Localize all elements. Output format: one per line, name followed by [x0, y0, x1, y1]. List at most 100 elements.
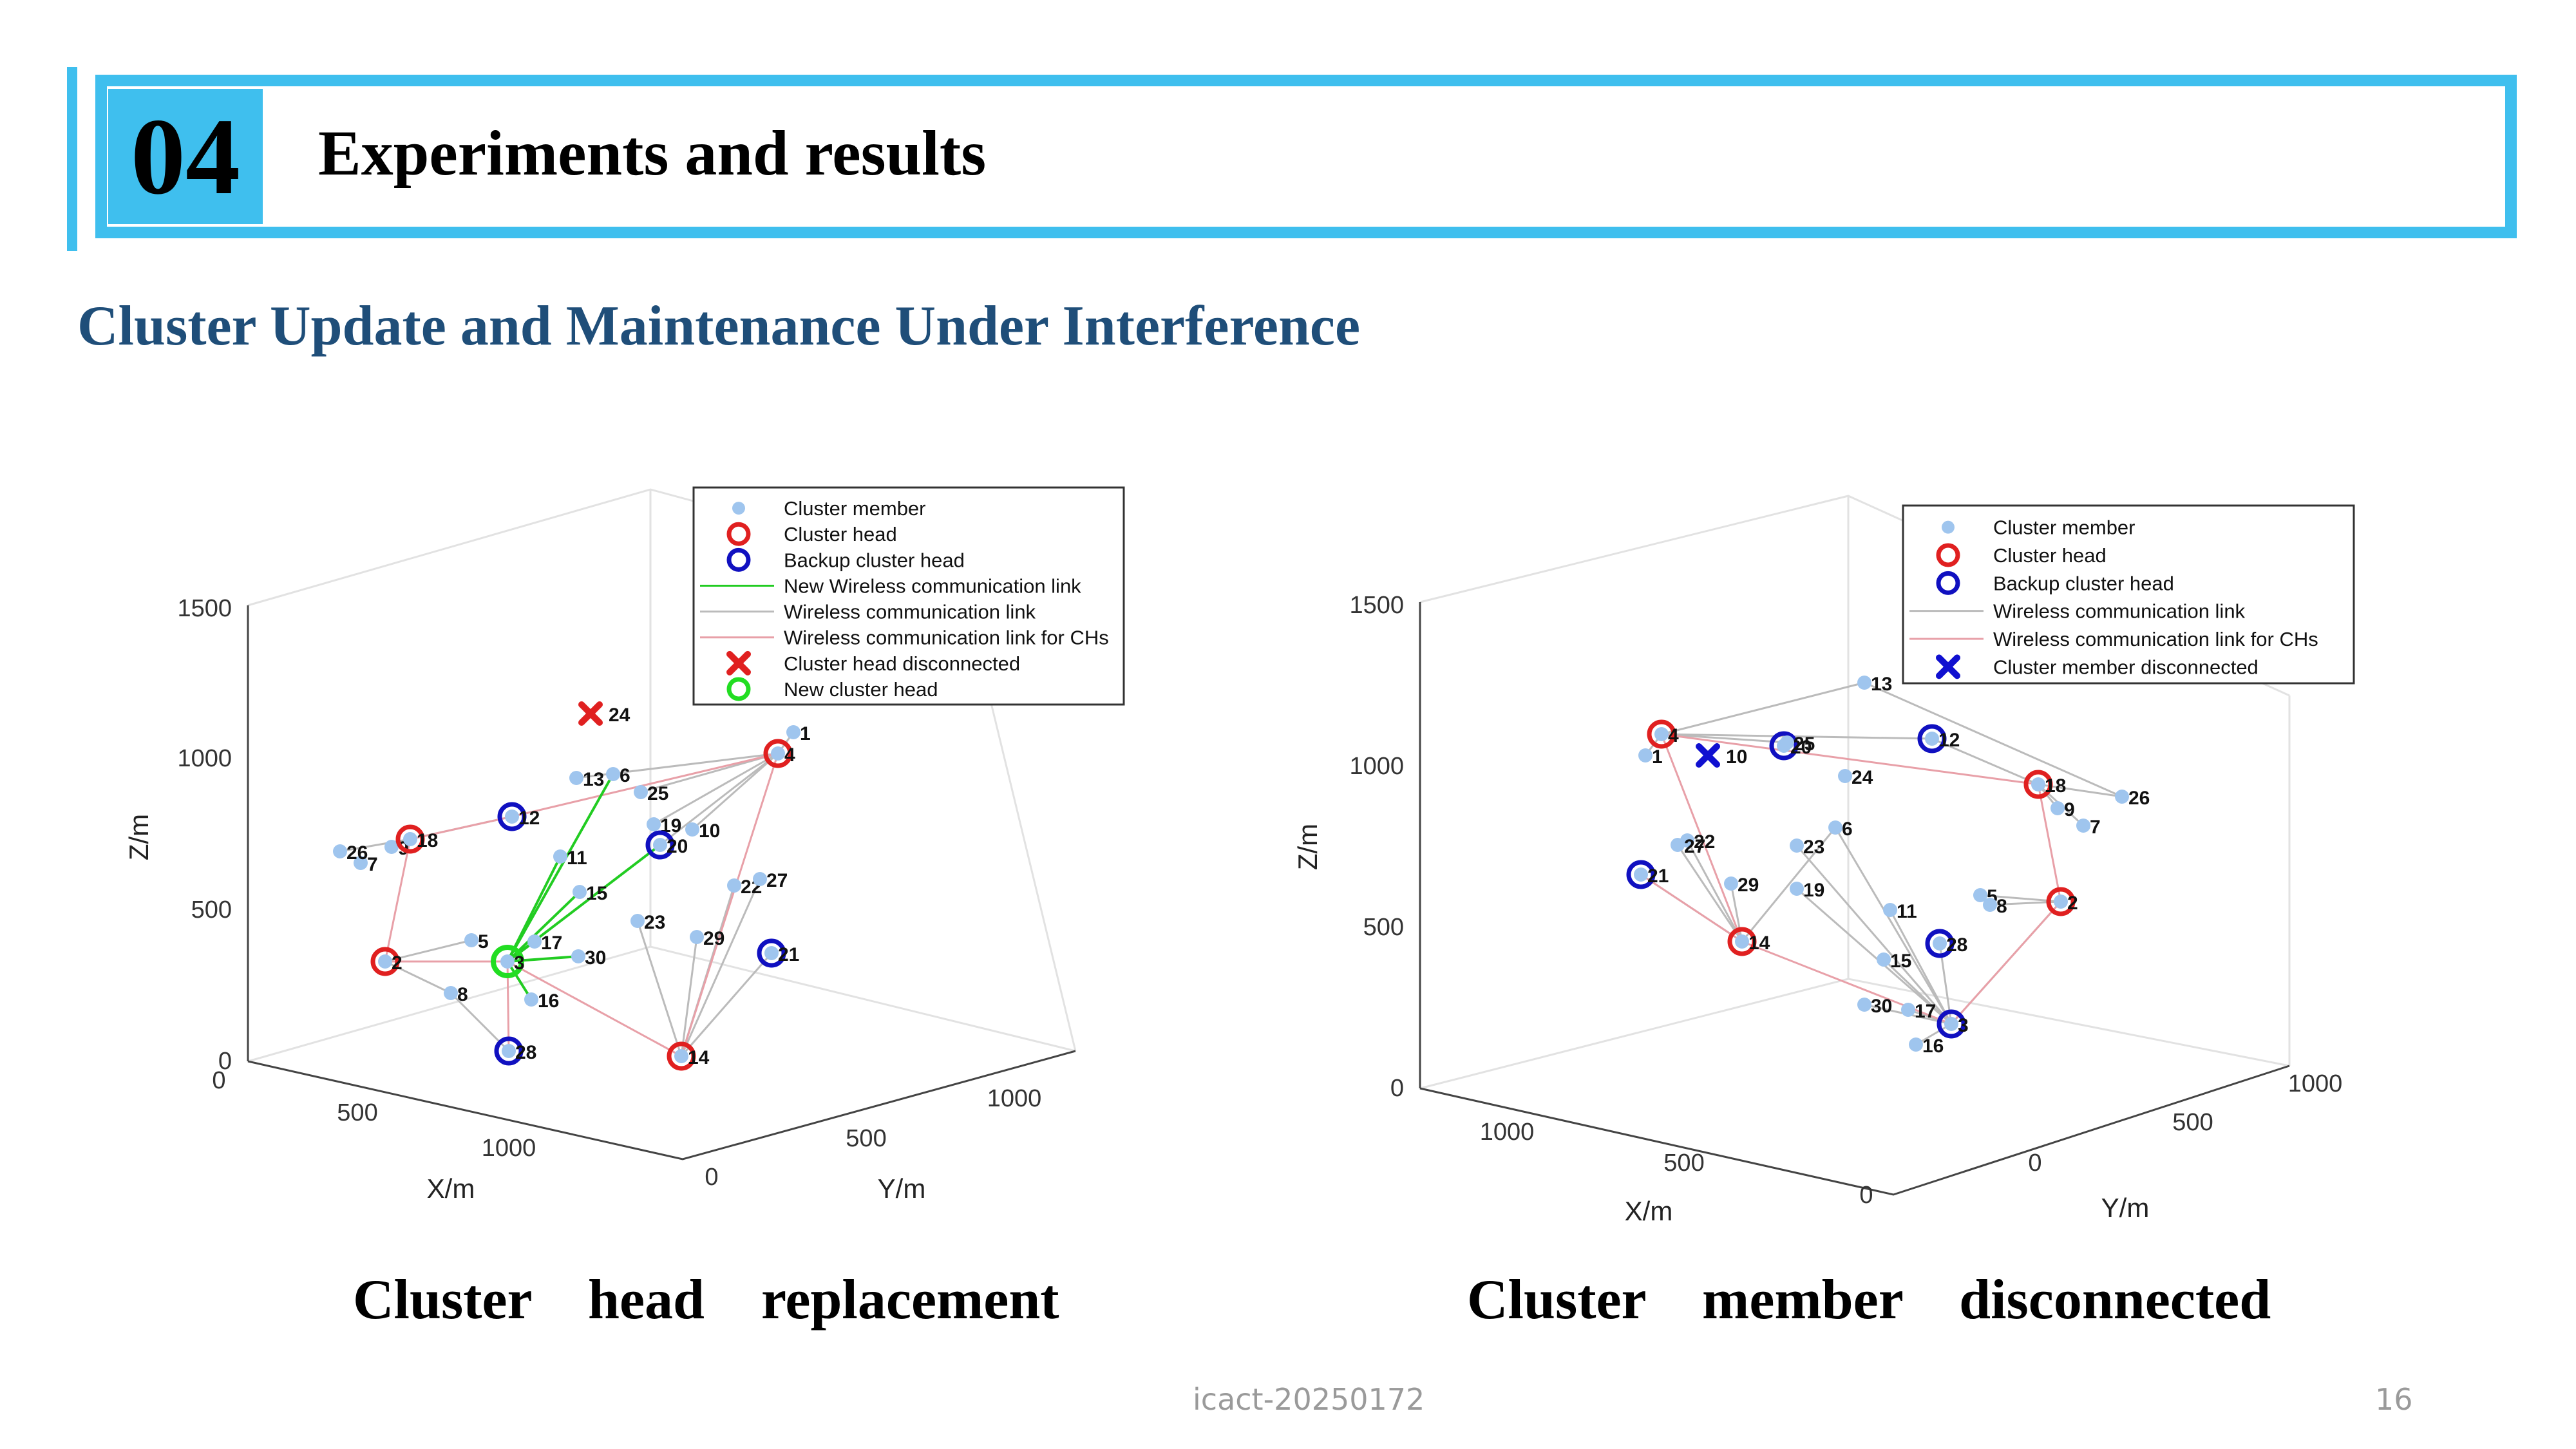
- fig2-z-tick-label: 500: [1363, 914, 1404, 941]
- fig1-legend-symbol-cross: [726, 650, 751, 676]
- fig1-y-tick-label: 500: [846, 1125, 886, 1152]
- fig1-node-dot: [647, 817, 661, 831]
- fig2-node-dot: [1724, 876, 1738, 891]
- fig1-new-head-ring: [491, 945, 524, 978]
- fig2-backup-head-ring: [1925, 929, 1955, 958]
- fig2-cluster-head-ring: [2023, 770, 2053, 799]
- fig2-node-label: 4: [1668, 725, 1679, 746]
- fig2-cluster-head-ring: [1647, 719, 1676, 749]
- fig1-node-dot: [403, 832, 417, 846]
- fig2-node-dot: [1838, 769, 1852, 783]
- fig1-node-dot: [685, 822, 699, 837]
- fig2-y-tick-label: 1000: [2288, 1070, 2343, 1097]
- fig1-backup-head-ring: [494, 1036, 524, 1066]
- fig1-disconnected-head-marker-b: [578, 701, 603, 726]
- fig1-node-dot: [464, 933, 478, 947]
- fig2-y-tick-label: 500: [2172, 1109, 2213, 1136]
- fig1-legend-label: Wireless communication link: [784, 601, 1036, 623]
- fig1-y-tick-label: 1000: [987, 1085, 1042, 1112]
- fig2-gray-link: [1676, 844, 1743, 942]
- fig1-node-label: 12: [518, 808, 540, 829]
- fig1-node-label: 17: [541, 933, 562, 954]
- fig1-node-label: 6: [620, 765, 630, 786]
- fig1-node-label: 21: [778, 944, 799, 965]
- fig2-node-dot: [1828, 820, 1842, 835]
- fig2-x-axis-label: X/m: [1625, 1196, 1673, 1226]
- fig2-node-label: 27: [1684, 836, 1705, 857]
- fig1-node-label: 5: [478, 931, 489, 952]
- fig1-legend-box: [692, 486, 1125, 706]
- fig2-node-dot: [1909, 1037, 1923, 1052]
- fig2-node-dot: [1944, 1017, 1958, 1031]
- fig1-node-dot: [333, 844, 347, 858]
- fig2-legend-symbol-ring: [1936, 543, 1960, 567]
- fig2-node-label: 7: [2090, 817, 2101, 838]
- fig1-z-axis-label: Z/m: [124, 814, 154, 860]
- fig1-node-label: 2: [392, 952, 402, 974]
- fig2-node-dot: [2115, 790, 2129, 804]
- fig2-gray-link: [1796, 887, 1952, 1025]
- fig1-legend-label: Backup cluster head: [784, 549, 965, 571]
- fig2-pink-link: [2037, 784, 2062, 902]
- fig2-legend-label: Wireless communication link for CHs: [1993, 628, 2318, 650]
- fig2-node-dot: [1983, 898, 1997, 912]
- fig1-backup-head-ring: [497, 802, 527, 831]
- fig1-z-tick-label: 0: [218, 1048, 232, 1075]
- fig2-gray-link: [1741, 827, 1837, 942]
- fig1-node-dot: [653, 838, 667, 852]
- fig2-node-dot: [1973, 888, 1987, 902]
- fig1-node-label: 11: [567, 848, 587, 869]
- fig1-cluster-head-ring: [763, 739, 793, 768]
- fig1-legend-label: Cluster head disconnected: [784, 652, 1020, 675]
- fig1-node-dot: [378, 954, 392, 969]
- fig2-pink-link: [1741, 940, 1952, 1025]
- fig1-pink-link: [384, 838, 412, 962]
- fig1-x-axis-label: X/m: [427, 1173, 475, 1204]
- fig1-node-label: 16: [538, 990, 559, 1012]
- fig2-backup-head-ring: [1626, 860, 1656, 889]
- fig1-node-dot: [674, 1049, 688, 1063]
- fig2-backup-head-ring: [1917, 724, 1947, 753]
- fig2-gray-link: [1931, 737, 2039, 786]
- fig1-pink-link: [507, 960, 682, 1057]
- fig1-node-dot: [500, 954, 515, 969]
- fig1-legend-label: New cluster head: [784, 678, 938, 701]
- fig2-legend-label: Cluster member: [1993, 516, 2136, 539]
- fig1-disconnected-head-marker: [578, 701, 603, 726]
- fig1-node-label: 26: [346, 842, 368, 864]
- fig2-z-tick-label: 0: [1390, 1075, 1404, 1102]
- slide-title: Experiments and results: [318, 117, 987, 189]
- fig1-node-label: 8: [457, 984, 468, 1005]
- title-frame: [95, 75, 2517, 238]
- fig1-node-dot: [444, 986, 458, 1000]
- fig2-node-dot: [1634, 867, 1648, 882]
- fig2-pink-link: [1660, 734, 1743, 942]
- fig1-node-label: 7: [367, 854, 378, 875]
- fig2-node-label: 12: [1938, 730, 1960, 751]
- fig1-legend-symbol-ring: [726, 677, 751, 701]
- fig2-x-tick-label: 0: [1859, 1182, 1873, 1209]
- fig1-node-label: 28: [515, 1042, 536, 1063]
- fig1-pink-link: [410, 815, 513, 840]
- fig1-node-dot: [771, 746, 785, 761]
- fig1-floor-axes: [247, 1050, 1076, 1160]
- fig1-green-link: [506, 773, 614, 962]
- fig2-node-label: 19: [1803, 880, 1824, 901]
- section-number: 04: [131, 95, 240, 217]
- fig2-node-label: 8: [1996, 896, 2007, 917]
- fig1-node-label: 14: [688, 1047, 710, 1068]
- fig1-legend-label: Wireless communication link for CHs: [784, 627, 1109, 649]
- fig2-legend-label: Backup cluster head: [1993, 572, 2174, 594]
- fig1-gray-link: [659, 752, 779, 846]
- fig2-cluster-head-ring: [2046, 887, 2076, 916]
- fig1-node-dot: [524, 992, 538, 1007]
- fig2-x-tick-label: 500: [1663, 1150, 1704, 1177]
- fig2-node-label: 6: [1842, 819, 1853, 840]
- fig1-node-dot: [630, 914, 645, 928]
- fig1-x-tick-label: 1000: [482, 1135, 536, 1162]
- fig1-cluster-head-ring: [667, 1041, 696, 1071]
- fig1-gray-link: [636, 920, 683, 1057]
